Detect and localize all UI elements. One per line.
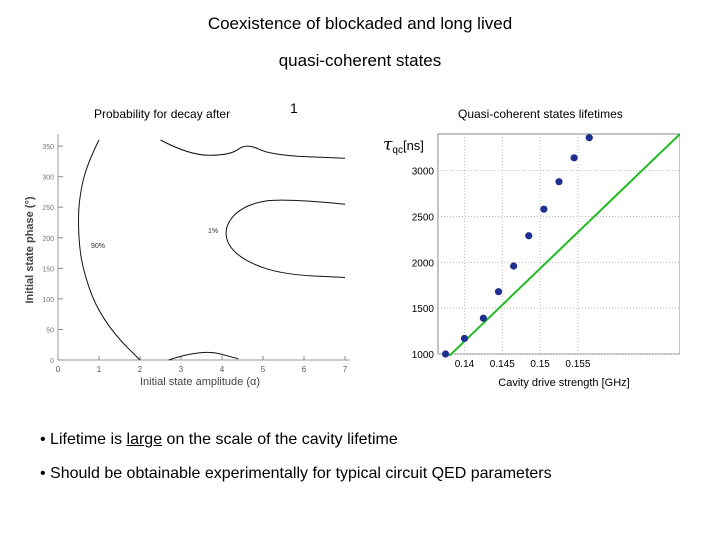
bullet1-prefix: • Lifetime is [40, 431, 127, 448]
contour-line-inner [226, 200, 345, 277]
scatter-point [442, 350, 449, 357]
scatter-x-tick-label: 0.145 [490, 359, 515, 370]
slide-title-line-2: quasi-coherent states [0, 51, 720, 71]
bullet1-emphasis: large [127, 431, 163, 448]
scatter-point [571, 154, 578, 161]
bullet1-suffix: on the scale of the cavity lifetime [162, 431, 398, 448]
scatter-point [540, 206, 547, 213]
contour-x-tick-label: 2 [138, 365, 143, 374]
contour-y-tick-label: 150 [42, 266, 54, 273]
contour-y-tick-label: 0 [50, 358, 54, 365]
right-caption: Quasi-coherent states lifetimes [458, 107, 623, 121]
contour-y-tick-label: 250 [42, 205, 54, 212]
contour-y-tick-label: 350 [42, 144, 54, 151]
contour-x-tick-label: 5 [261, 365, 266, 374]
fit-line [449, 134, 680, 356]
scatter-y-tick-label: 3000 [412, 167, 435, 178]
contour-x-tick-label: 7 [343, 365, 348, 374]
scatter-x-tick-label: 0.155 [565, 359, 590, 370]
contour-y-tick-label: 100 [42, 297, 54, 304]
scatter-x-axis-label: Cavity drive strength [GHz] [498, 377, 629, 389]
contour-line-bottom [169, 352, 239, 360]
contour-x-axis-label: Initial state amplitude (α) [140, 376, 260, 388]
contour-y-tick-label: 50 [46, 327, 54, 334]
left-caption-suffix: 1 [290, 100, 298, 116]
bullet-experimental: • Should be obtainable experimentally fo… [40, 465, 552, 483]
scatter-point [586, 134, 593, 141]
scatter-point [461, 335, 468, 342]
contour-y-tick-label: 300 [42, 175, 54, 182]
contour-line-top [161, 140, 346, 158]
scatter-point [480, 315, 487, 322]
contour-x-tick-label: 6 [302, 365, 307, 374]
contour-x-tick-label: 0 [56, 365, 61, 374]
scatter-point [555, 178, 562, 185]
contour-plot: 0 50 100 150 200 250 300 350 0 1 2 3 4 5 6 7 90% 1% In… [0, 120, 360, 390]
contour-y-tick-label: 200 [42, 236, 54, 243]
scatter-y-tick-label: 2500 [412, 213, 435, 224]
contour-label-1: 1% [208, 228, 218, 235]
scatter-y-tick-label: 1500 [412, 304, 435, 315]
slide-title-line-1: Coexistence of blockaded and long lived [0, 14, 720, 34]
contour-x-tick-label: 4 [220, 365, 225, 374]
scatter-point [525, 232, 532, 239]
scatter-y-tick-label: 2000 [412, 258, 435, 269]
contour-x-tick-label: 3 [179, 365, 184, 374]
contour-x-tick-label: 1 [97, 365, 102, 374]
scatter-plot-area [438, 134, 680, 354]
scatter-y-tick-label: 1000 [412, 350, 435, 361]
lifetime-scatter-plot: τqc[ns] 1000 1500 2000 2500 3000 0.14 0.145 0.… [360, 120, 680, 390]
contour-y-axis-label: Initial state phase (°) [24, 196, 36, 303]
scatter-point [495, 288, 502, 295]
scatter-point [510, 262, 517, 269]
scatter-title: τqc[ns] [383, 135, 424, 156]
contour-label-90: 90% [91, 243, 105, 250]
bullet-lifetime: • Lifetime is large on the scale of the … [40, 431, 398, 449]
scatter-x-tick-label: 0.14 [455, 359, 475, 370]
scatter-x-tick-label: 0.15 [530, 359, 550, 370]
contour-line-outer [79, 140, 141, 360]
left-caption: Probability for decay after [94, 107, 230, 121]
